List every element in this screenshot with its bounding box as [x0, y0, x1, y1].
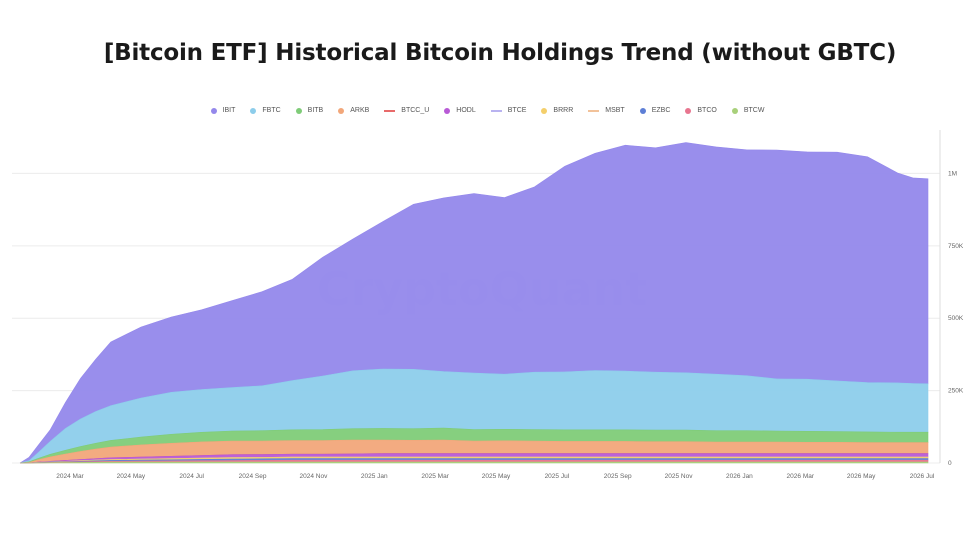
legend-item-msbt[interactable]: MSBT [588, 107, 625, 114]
legend-label: IBIT [222, 107, 236, 114]
chart-title: [Bitcoin ETF] Historical Bitcoin Holding… [103, 40, 897, 66]
x-tick-label: 2025 Mar [421, 473, 449, 480]
x-tick-label: 2024 Jul [179, 473, 204, 480]
legend-item-btcc_u[interactable]: BTCC_U [384, 107, 429, 114]
legend-label: ARKB [350, 107, 370, 114]
x-tick-label: 2025 May [482, 473, 511, 480]
y-tick-label: 1M [948, 170, 957, 177]
legend-item-btco[interactable]: BTCO [685, 107, 717, 114]
series-area-btcw [20, 461, 929, 464]
y-tick-label: 500K [948, 315, 964, 322]
legend-marker [731, 107, 738, 114]
legend-item-btcw[interactable]: BTCW [731, 107, 765, 114]
legend-label: BRRR [553, 107, 574, 114]
legend-marker [338, 107, 345, 114]
x-tick-label: 2026 Jan [726, 473, 753, 480]
legend-marker [685, 107, 692, 114]
x-tick-label: 2026 May [847, 473, 876, 480]
y-tick-label: 0 [948, 460, 952, 467]
legend-marker [588, 109, 600, 112]
legend-marker [490, 109, 502, 112]
legend-item-ibit[interactable]: IBIT [210, 107, 236, 114]
x-tick-label: 2026 Jul [910, 473, 935, 480]
legend-label: EZBC [651, 107, 671, 114]
legend-label: BTCE [507, 107, 527, 114]
legend-label: BTCO [697, 107, 717, 114]
legend-marker [444, 107, 451, 114]
y-tick-label: 250K [948, 388, 964, 395]
legend-item-bitb[interactable]: BITB [295, 107, 324, 114]
x-tick-label: 2024 Nov [300, 473, 329, 480]
legend-marker [541, 107, 548, 114]
x-tick-label: 2024 Mar [56, 473, 84, 480]
legend-marker [384, 109, 396, 112]
legend-label: BTCC_U [401, 107, 430, 114]
x-tick-label: 2026 Mar [787, 473, 815, 480]
x-tick-label: 2025 Jul [545, 473, 570, 480]
legend-marker [295, 107, 302, 114]
legend-label: MSBT [605, 107, 625, 114]
legend-item-hodl[interactable]: HODL [444, 107, 476, 114]
legend-item-arkb[interactable]: ARKB [338, 107, 369, 114]
legend-label: FBTC [262, 107, 281, 114]
legend-item-brrr[interactable]: BRRR [541, 107, 573, 114]
legend-label: BITB [307, 107, 324, 114]
legend-marker [210, 107, 217, 114]
x-tick-label: 2025 Sep [604, 473, 632, 480]
legend-item-ezbc[interactable]: EZBC [639, 107, 671, 114]
chart-legend: IBIT FBTC BITB ARKB BTCC_U HODL BTCE BRRR MSBT EZ… [0, 107, 975, 114]
legend-item-btce[interactable]: BTCE [490, 107, 527, 114]
legend-marker [639, 107, 646, 114]
x-tick-label: 2025 Nov [665, 473, 694, 480]
legend-label: HODL [456, 107, 476, 114]
x-tick-label: 2025 Jan [361, 473, 388, 480]
x-tick-label: 2024 May [117, 473, 146, 480]
y-tick-label: 750K [948, 243, 964, 250]
x-tick-label: 2024 Sep [239, 473, 267, 480]
legend-marker [250, 107, 257, 114]
legend-item-fbtc[interactable]: FBTC [250, 107, 281, 114]
legend-label: BTCW [743, 107, 765, 114]
